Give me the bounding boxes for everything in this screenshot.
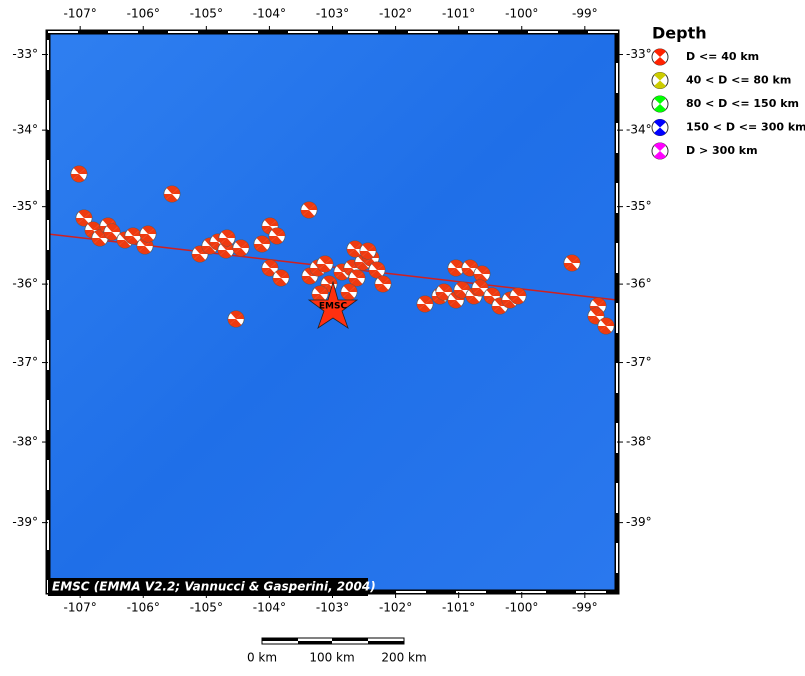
credit-bg <box>48 578 368 596</box>
legend-label: 40 < D <= 80 km <box>686 74 791 87</box>
legend-title: Depth <box>652 24 707 43</box>
event-mechanism <box>253 235 271 253</box>
epicenter-star <box>307 280 359 329</box>
lat-label-right: -34° <box>626 123 652 137</box>
legend-swatch-fill <box>654 142 666 160</box>
event-mechanism <box>348 269 366 287</box>
lat-label-right: -36° <box>626 277 652 291</box>
event-mechanism <box>268 227 286 245</box>
event-mechanism <box>416 295 434 313</box>
lat-label-left: -37° <box>12 355 38 369</box>
epicenter-label: EMSC <box>319 302 348 312</box>
lat-label-left: -39° <box>12 515 38 529</box>
event-mechanism <box>300 201 318 219</box>
lon-label-bottom: -105° <box>190 601 223 615</box>
lat-label-right: -38° <box>626 435 652 449</box>
scale-label: 100 km <box>309 651 354 665</box>
event-mechanism <box>316 255 334 273</box>
event-mechanism <box>163 185 181 203</box>
event-mechanism <box>232 239 250 257</box>
lat-label-right: -33° <box>626 47 652 61</box>
event-mechanism <box>563 254 581 272</box>
event-mechanism <box>374 275 392 293</box>
event-mechanism <box>218 229 236 247</box>
event-mechanism <box>70 165 88 183</box>
lon-label-top: -102° <box>379 7 412 21</box>
lon-label-top: -104° <box>253 7 286 21</box>
lat-label-left: -38° <box>12 435 38 449</box>
scale-label: 0 km <box>247 651 277 665</box>
event-mechanism <box>139 225 157 243</box>
lon-label-top: -105° <box>190 7 223 21</box>
lon-label-bottom: -101° <box>442 601 475 615</box>
event-mechanism <box>509 287 527 305</box>
lat-label-left: -34° <box>12 123 38 137</box>
lon-label-top: -101° <box>442 7 475 21</box>
lon-label-top: -107° <box>64 7 97 21</box>
lon-label-top: -99° <box>572 7 598 21</box>
legend-label: 80 < D <= 150 km <box>686 97 799 110</box>
legend-label: 150 < D <= 300 km <box>686 121 805 134</box>
event-mechanism <box>359 242 377 260</box>
lat-label-left: -33° <box>12 47 38 61</box>
frame-pattern <box>47 31 618 593</box>
lat-label-right: -37° <box>626 355 652 369</box>
legend-label: D <= 40 km <box>686 50 759 63</box>
legend-swatch-fill <box>654 95 666 113</box>
lon-label-bottom: -107° <box>64 601 97 615</box>
event-mechanism <box>473 265 491 283</box>
lon-label-top: -103° <box>316 7 349 21</box>
event-mechanism <box>272 269 290 287</box>
lon-label-bottom: -103° <box>316 601 349 615</box>
scale-bar <box>261 637 405 645</box>
lon-label-top: -106° <box>127 7 160 21</box>
lon-label-top: -100° <box>505 7 538 21</box>
lon-label-bottom: -104° <box>253 601 286 615</box>
event-mechanism <box>340 283 358 301</box>
legend-swatch-fill <box>654 48 666 66</box>
lat-label-left: -35° <box>12 199 38 213</box>
credit: EMSC (EMMA V2.2; Vannucci & Gasperini, 2… <box>52 580 376 594</box>
lat-label-right: -35° <box>626 199 652 213</box>
lat-label-left: -36° <box>12 277 38 291</box>
lat-label-right: -39° <box>626 515 652 529</box>
event-mechanism <box>227 310 245 328</box>
lon-label-bottom: -99° <box>572 601 598 615</box>
lon-label-bottom: -100° <box>505 601 538 615</box>
lon-label-bottom: -102° <box>379 601 412 615</box>
legend: D <= 40 km 40 < D <= 80 km 80 < D <= 150 k… <box>651 48 805 160</box>
lon-label-bottom: -106° <box>127 601 160 615</box>
scale-label: 200 km <box>381 651 426 665</box>
legend-swatch-fill <box>654 119 666 136</box>
event-mechanism <box>597 317 615 335</box>
legend-label: D > 300 km <box>686 144 758 157</box>
legend-swatch-fill <box>654 72 666 89</box>
